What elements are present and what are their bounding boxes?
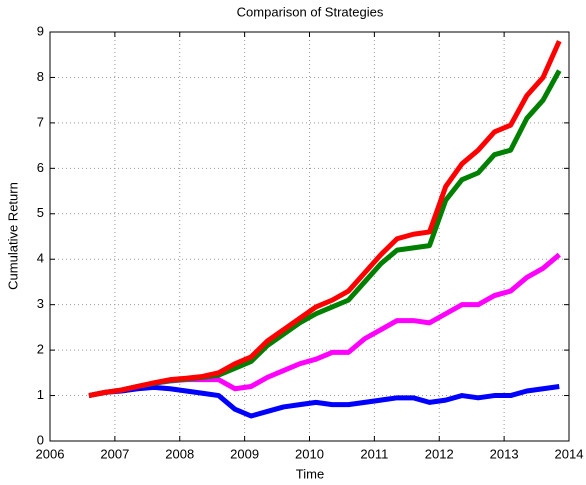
x-tick-label: 2007 [100, 446, 129, 461]
y-axis-label: Cumulative Return [5, 182, 20, 290]
series-line [88, 383, 560, 419]
x-tick-label: 2008 [165, 446, 194, 461]
y-tick-label: 8 [37, 69, 44, 84]
y-tick-label: 6 [37, 160, 44, 175]
x-tick-label: 2010 [295, 446, 324, 461]
x-axis-label: Time [296, 466, 324, 481]
series-line [88, 40, 562, 399]
y-tick-label: 5 [37, 205, 44, 220]
x-tick-label: 2013 [490, 446, 519, 461]
y-tick-label: 3 [37, 296, 44, 311]
x-tick-label: 2012 [425, 446, 454, 461]
x-tick-label: 2006 [36, 446, 65, 461]
y-tick-label: 7 [37, 114, 44, 129]
x-tick-label: 2014 [555, 446, 584, 461]
x-tick-label: 2011 [360, 446, 388, 461]
y-tick-label: 2 [37, 342, 44, 357]
plot-frame [49, 31, 570, 442]
y-tick-label: 9 [37, 23, 44, 38]
chart-title: Comparison of Strategies [237, 4, 384, 19]
y-tick-label: 4 [37, 251, 44, 266]
x-tick-label: 2009 [230, 446, 259, 461]
y-tick-label: 0 [37, 432, 44, 447]
y-tick-label: 1 [37, 387, 44, 402]
